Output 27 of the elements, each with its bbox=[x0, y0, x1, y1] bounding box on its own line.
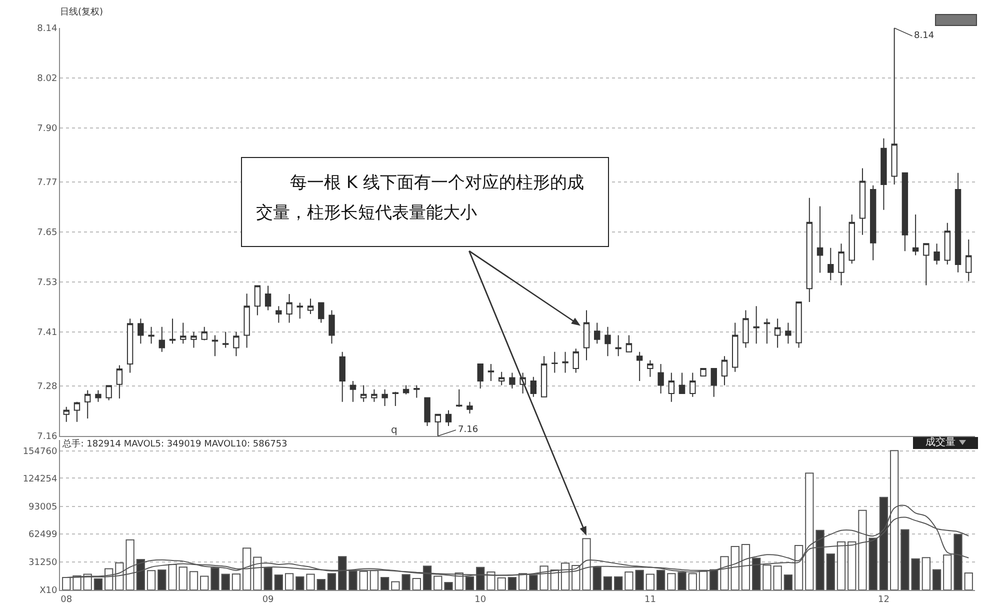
annotation: 7.16 bbox=[458, 425, 478, 435]
x-tick-label: 08 bbox=[60, 594, 72, 605]
y-tick-label: 154760 bbox=[22, 446, 58, 457]
y-tick-label: 8.02 bbox=[37, 74, 58, 84]
y-tick-label: 7.41 bbox=[37, 328, 58, 338]
y-tick-label: 31250 bbox=[28, 558, 58, 568]
x-tick-label: 12 bbox=[878, 594, 890, 605]
y-tick-label: 7.77 bbox=[37, 178, 58, 188]
dropdown-button: 成交量 bbox=[913, 437, 978, 449]
y-tick-label: X10 bbox=[40, 586, 58, 596]
x-tick-label: 09 bbox=[262, 594, 274, 605]
y-tick-label: 8.14 bbox=[37, 24, 58, 34]
annotation: q bbox=[391, 425, 398, 436]
y-tick-label: 7.16 bbox=[37, 432, 58, 442]
y-tick-label: 7.53 bbox=[37, 278, 58, 288]
annotation: 每一根 K 线下面有一个对应的柱形的成交量，柱形长短代表量能大小 bbox=[241, 157, 609, 247]
y-tick-label: 62499 bbox=[28, 530, 58, 540]
annotation: 8.14 bbox=[914, 31, 934, 41]
chart-title: 总手: 182914 MAVOL5: 349019 MAVOL10: 586753 bbox=[62, 438, 288, 450]
x-tick-label: 11 bbox=[644, 594, 656, 605]
chart-title: 日线(复权) bbox=[60, 6, 104, 18]
y-tick-label: 7.65 bbox=[37, 228, 58, 238]
y-tick-label: 124254 bbox=[22, 474, 58, 484]
y-tick-label: 7.90 bbox=[37, 124, 58, 134]
y-tick-label: 7.28 bbox=[37, 382, 58, 392]
x-tick-label: 10 bbox=[474, 594, 486, 605]
y-tick-label: 93005 bbox=[28, 502, 58, 512]
